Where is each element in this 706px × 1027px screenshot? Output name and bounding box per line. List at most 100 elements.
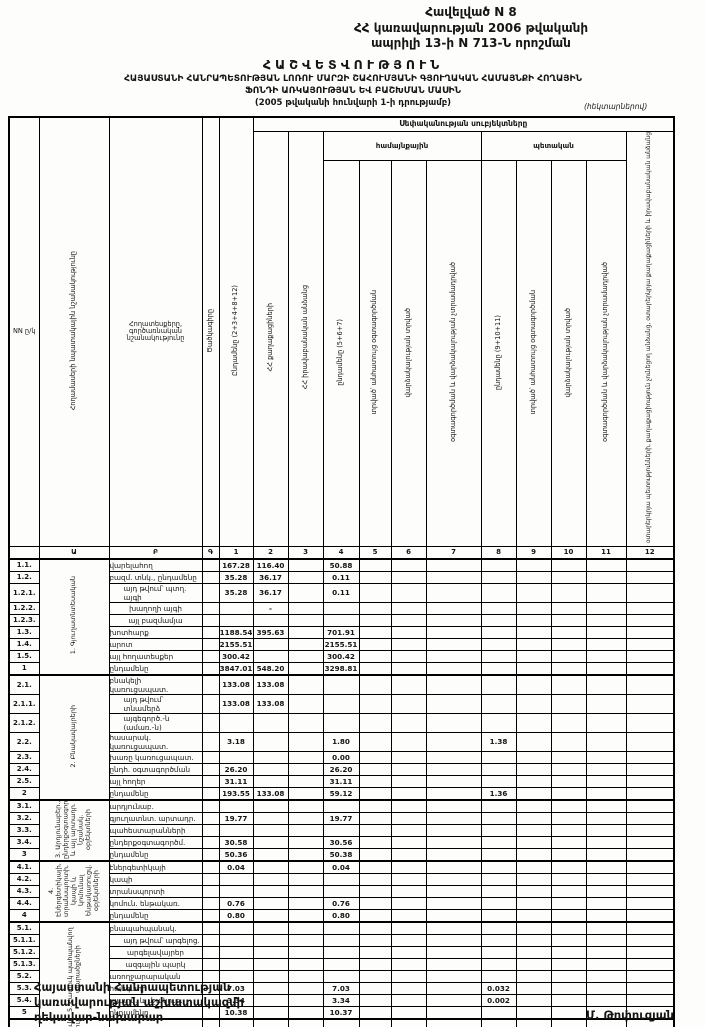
value-cell-c8: 1.38 — [480, 731, 517, 752]
value-cell-c2: - — [252, 601, 289, 615]
table-row: 1.5. այլ հողատեսքեր 300.42 300.42 — [8, 649, 675, 663]
value-cell-c4: 30.56 — [322, 835, 360, 849]
value-cell-c8 — [480, 859, 517, 874]
value-cell-c3 — [287, 625, 324, 639]
value-cell-c9 — [515, 762, 552, 776]
value-cell-c2 — [252, 637, 289, 651]
row-number: 4.1. — [8, 859, 40, 874]
code-cell — [201, 582, 220, 603]
value-cell-c2: 548.20 — [252, 661, 289, 675]
value-cell-c8 — [480, 908, 517, 922]
value-cell-c6 — [390, 673, 427, 695]
value-cell-c11 — [585, 957, 627, 971]
table-row: 5.2. առողջարարական — [8, 969, 675, 983]
land-type-label: խաղողի այգի — [108, 601, 203, 615]
value-cell-c4 — [322, 884, 360, 898]
value-cell-c4: 2155.51 — [322, 637, 360, 651]
code-cell — [201, 908, 220, 922]
value-cell-c6 — [390, 835, 427, 849]
value-cell-c9 — [515, 847, 552, 861]
table-row: 2.1.2. այգեգործ.-ն (ամառ.-ն) — [8, 712, 675, 733]
table-row: 3.2. գյուղատնտ. արտադր. 19.77 19.77 — [8, 811, 675, 825]
row-number: 1 — [8, 661, 40, 675]
value-cell-c12 — [625, 847, 675, 861]
value-cell-c8 — [480, 798, 517, 813]
value-cell-c12 — [625, 731, 675, 752]
row-number: 2.5. — [8, 774, 40, 788]
code-cell — [201, 896, 220, 910]
value-cell-c3 — [287, 798, 324, 813]
value-cell-c2 — [252, 847, 289, 861]
value-cell-c12 — [625, 884, 675, 898]
table-row: 3.1. 3. Արդյունաբեր., ընդերքօգտագործման և… — [8, 798, 675, 861]
value-cell-c10 — [550, 896, 587, 910]
code-cell — [201, 774, 220, 788]
value-cell-c10 — [550, 557, 587, 572]
value-cell-c4 — [322, 1017, 360, 1027]
value-cell-c6 — [390, 945, 427, 959]
value-cell-c7 — [425, 693, 482, 714]
table-row: 2.4. ընդհ. օգտագործման 26.20 26.20 — [8, 762, 675, 776]
value-cell-c10 — [550, 933, 587, 947]
value-cell-c5 — [358, 673, 392, 695]
value-cell-c9 — [515, 920, 552, 935]
value-cell-c1 — [218, 933, 254, 947]
value-cell-c11 — [585, 859, 627, 874]
col-header-citizens: ՀՀ քաղաքացիների — [252, 131, 289, 547]
value-cell-c12 — [625, 712, 675, 733]
table-row: 1 ընդամենը 3847.01 548.20 3298.81 — [8, 661, 675, 675]
value-cell-c12 — [625, 981, 675, 995]
col-header-nn: NN ը/կ — [8, 116, 40, 547]
row-number: 5.1.1. — [8, 933, 40, 947]
value-cell-c1: 3847.01 — [218, 661, 254, 675]
value-cell-c8 — [480, 811, 517, 825]
document-title: ՀԱՇՎԵՏՎՈՒԹՅՈՒՆ — [262, 57, 444, 72]
value-cell-c12 — [625, 872, 675, 886]
value-cell-c10 — [550, 981, 587, 995]
value-cell-c5 — [358, 582, 392, 603]
value-cell-c7 — [425, 673, 482, 695]
column-index-cell: 9 — [515, 545, 552, 560]
value-cell-c5 — [358, 811, 392, 825]
value-cell-c12 — [625, 673, 675, 695]
value-cell-c9 — [515, 601, 552, 615]
value-cell-c9 — [515, 981, 552, 995]
value-cell-c12 — [625, 896, 675, 910]
value-cell-c6 — [390, 920, 427, 935]
value-cell-c3 — [287, 1005, 324, 1019]
value-cell-c5 — [358, 884, 392, 898]
code-cell — [201, 750, 220, 764]
value-cell-c12 — [625, 1017, 675, 1027]
value-cell-c3 — [287, 786, 324, 800]
row-number: 5.4. — [8, 993, 40, 1007]
land-type-label: տրանսպորտի — [108, 884, 203, 898]
land-type-label: այդ թվում՝ պտղ. այգի — [108, 582, 203, 603]
land-type-label: էներգետիկայի — [108, 859, 203, 874]
value-cell-c2 — [252, 835, 289, 849]
land-type-label: պահեստարանների — [108, 823, 203, 837]
land-type-label: բնակելի կառուցապատ. — [108, 673, 203, 695]
value-cell-c8 — [480, 693, 517, 714]
value-cell-c1 — [218, 957, 254, 971]
value-cell-c7 — [425, 993, 482, 1007]
value-cell-c4 — [322, 920, 360, 935]
value-cell-c6 — [390, 731, 427, 752]
appendix-line: ապրիլի 13-ի N 713-Ն որոշման — [371, 36, 571, 51]
value-cell-c9 — [515, 582, 552, 603]
value-cell-c11 — [585, 981, 627, 995]
value-cell-c4 — [322, 798, 360, 813]
row-number: 5.1.2. — [8, 945, 40, 959]
value-cell-c4: 0.80 — [322, 908, 360, 922]
land-type-label: ընդամենը — [108, 847, 203, 861]
value-cell-c5 — [358, 625, 392, 639]
code-cell — [201, 859, 220, 874]
land-type-label: հասարակ. կառուցապատ. — [108, 731, 203, 752]
value-cell-c4 — [322, 823, 360, 837]
value-cell-c9 — [515, 774, 552, 788]
value-cell-c5 — [358, 835, 392, 849]
value-cell-c7 — [425, 798, 482, 813]
land-type-label: այդ թվում՝ արգելոց. — [108, 933, 203, 947]
land-type-label: արդյունաբ. — [108, 798, 203, 813]
value-cell-c6 — [390, 896, 427, 910]
code-cell — [201, 637, 220, 651]
